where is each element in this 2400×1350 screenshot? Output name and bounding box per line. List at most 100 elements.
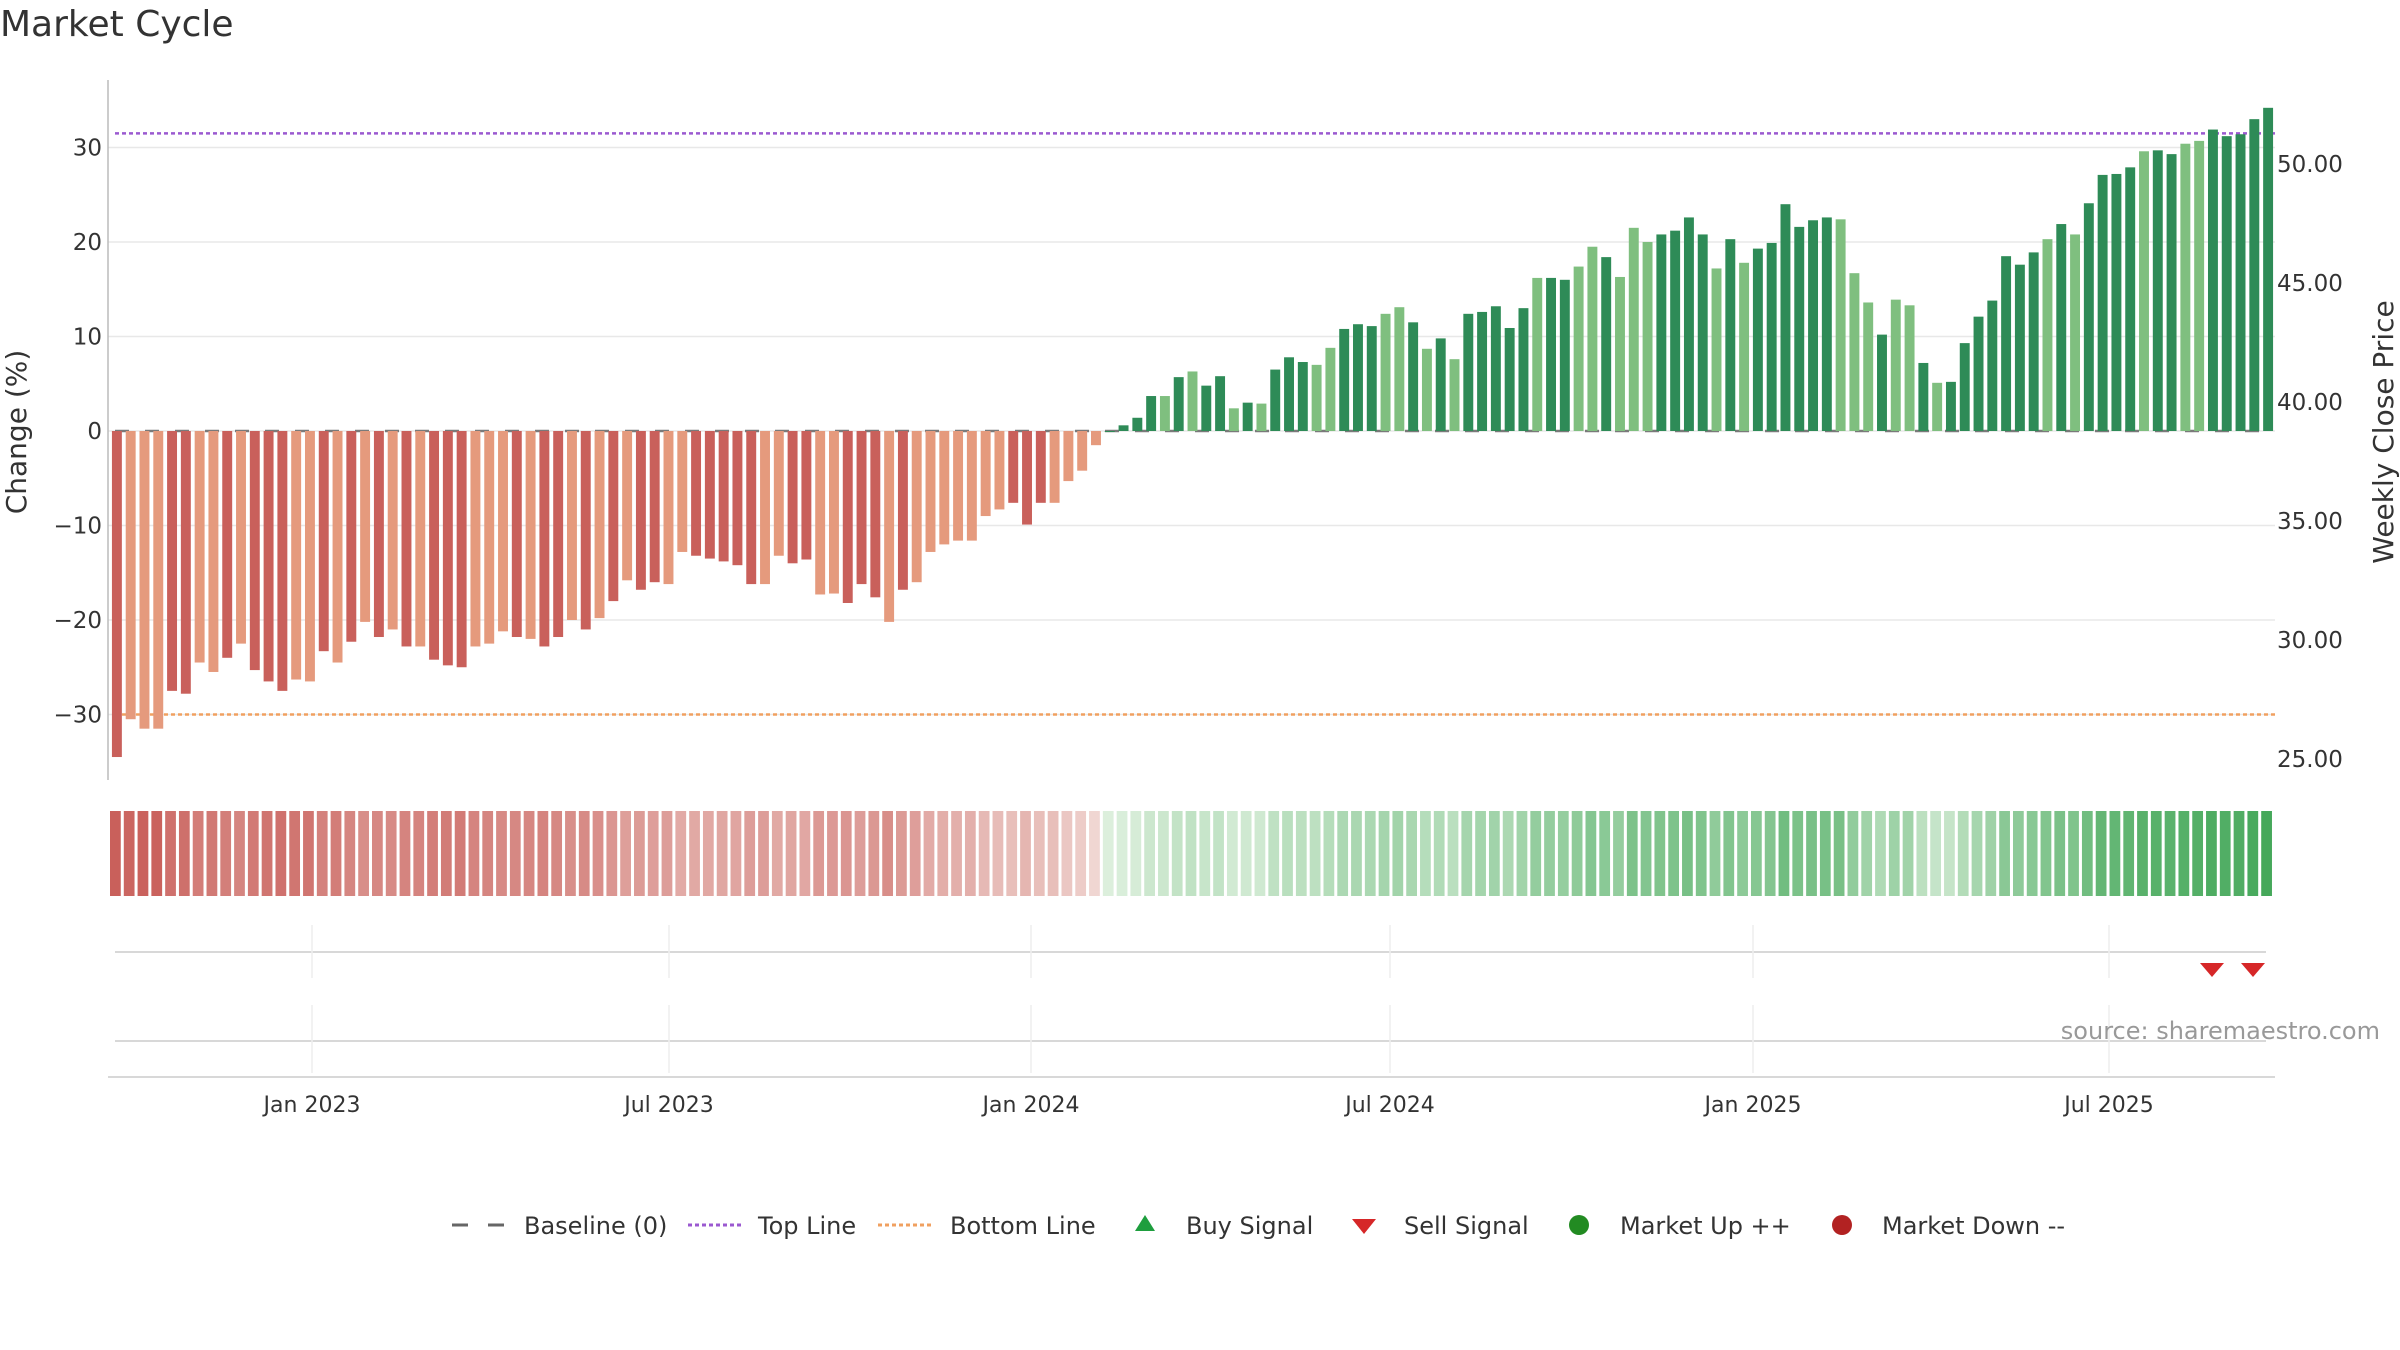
strip-cell — [1116, 811, 1128, 896]
strip-cell — [234, 811, 245, 896]
strip-cell — [1089, 811, 1100, 896]
bar — [1849, 273, 1860, 431]
bar — [980, 431, 991, 517]
bar — [580, 431, 591, 630]
bar — [484, 431, 495, 644]
strip-cell — [675, 811, 687, 896]
strip-cell — [1406, 811, 1417, 896]
strip-cell — [2109, 811, 2121, 896]
bar — [953, 431, 964, 541]
bar — [925, 431, 936, 552]
bar — [1159, 396, 1170, 431]
bar — [2014, 264, 2025, 431]
strip-cell — [1833, 811, 1845, 896]
bar — [2097, 174, 2108, 431]
bar — [1559, 279, 1570, 431]
legend-item-market-down: Market Down -- — [1832, 1212, 2065, 1240]
y-tick-label-left: 20 — [73, 230, 102, 256]
strip-cell — [399, 811, 411, 896]
bar — [622, 431, 633, 581]
strip-cell — [192, 811, 204, 896]
bar — [2028, 252, 2039, 431]
strip-cell — [1847, 811, 1859, 896]
strip-cell — [2233, 811, 2245, 896]
strip-cell — [316, 811, 328, 896]
strip-cell — [151, 811, 163, 896]
strip-cell — [1020, 811, 1031, 896]
bar — [677, 431, 688, 552]
y-tick-label-right: 45.00 — [2277, 271, 2343, 297]
bar — [498, 431, 508, 632]
bar — [1132, 417, 1143, 431]
bar — [1104, 431, 1115, 432]
y-tick-label-right: 30.00 — [2277, 628, 2343, 654]
bar — [1959, 343, 1970, 431]
bar — [939, 431, 950, 545]
strip-cell — [964, 811, 976, 896]
strip-cell — [413, 811, 425, 896]
strip-cell — [1226, 811, 1238, 896]
source-note: source: sharemaestro.com — [2061, 1017, 2380, 1045]
bar — [304, 431, 315, 682]
strip-cell — [1764, 811, 1776, 896]
strip-cell — [165, 811, 176, 896]
bar — [1835, 219, 1846, 431]
strip-cell — [882, 811, 893, 896]
x-axis-ticks: Jan 2023 Jul 2023 Jan 2024 Jul 2024 Jan 2025… — [262, 1093, 2154, 1118]
bar — [2139, 151, 2149, 431]
bar — [1242, 402, 1253, 431]
y-tick-label-left: 10 — [73, 325, 102, 351]
strip-cell — [1392, 811, 1404, 896]
strip-cell — [1433, 811, 1445, 896]
y-tick-label-left: 0 — [87, 419, 102, 445]
strip-cell — [2026, 811, 2038, 896]
bar — [153, 431, 164, 729]
sell-signal-marker — [2200, 963, 2224, 977]
strip-cell — [2164, 811, 2176, 896]
strip-cell — [1861, 811, 1873, 896]
strip-cell — [1530, 811, 1542, 896]
strip-cell — [2068, 811, 2079, 896]
bar — [704, 431, 715, 559]
y-axis-left-title: Change (%) — [0, 350, 33, 515]
strip-cell — [1930, 811, 1942, 896]
strip-cell — [1102, 811, 1114, 896]
bar — [2070, 234, 2081, 431]
strip-cell — [110, 811, 121, 896]
strip-cell — [827, 811, 838, 896]
bar — [1325, 347, 1336, 431]
bar — [1008, 431, 1019, 503]
bar — [1311, 364, 1322, 431]
bar — [291, 431, 302, 680]
bar — [277, 431, 288, 691]
bar — [525, 431, 536, 639]
strip-cell — [1199, 811, 1211, 896]
strip-cell — [1461, 811, 1473, 896]
bar — [1877, 334, 1887, 431]
bar — [856, 431, 867, 585]
bar — [1987, 300, 1998, 431]
strip-cell — [220, 811, 232, 896]
strip-cell — [1364, 811, 1376, 896]
strip-cell — [551, 811, 563, 896]
bar — [1863, 302, 1874, 431]
bar — [1739, 262, 1750, 431]
strip-cell — [978, 811, 990, 896]
strip-cell — [661, 811, 673, 896]
y-tick-label-right: 25.00 — [2277, 747, 2343, 773]
bar — [608, 431, 619, 602]
strip-cell — [523, 811, 535, 896]
strip-cell — [2150, 811, 2162, 896]
strip-cell — [868, 811, 880, 896]
bar — [1766, 242, 1777, 431]
strip-cell — [1654, 811, 1666, 896]
bar — [1656, 234, 1667, 431]
bar — [360, 431, 371, 622]
strip-cell — [896, 811, 907, 896]
strip-cell — [1668, 811, 1680, 896]
strip-cell — [537, 811, 549, 896]
bar — [897, 431, 908, 590]
y-tick-label-right: 40.00 — [2277, 390, 2343, 416]
change-bars — [111, 107, 2274, 758]
strip-cell — [1351, 811, 1362, 896]
